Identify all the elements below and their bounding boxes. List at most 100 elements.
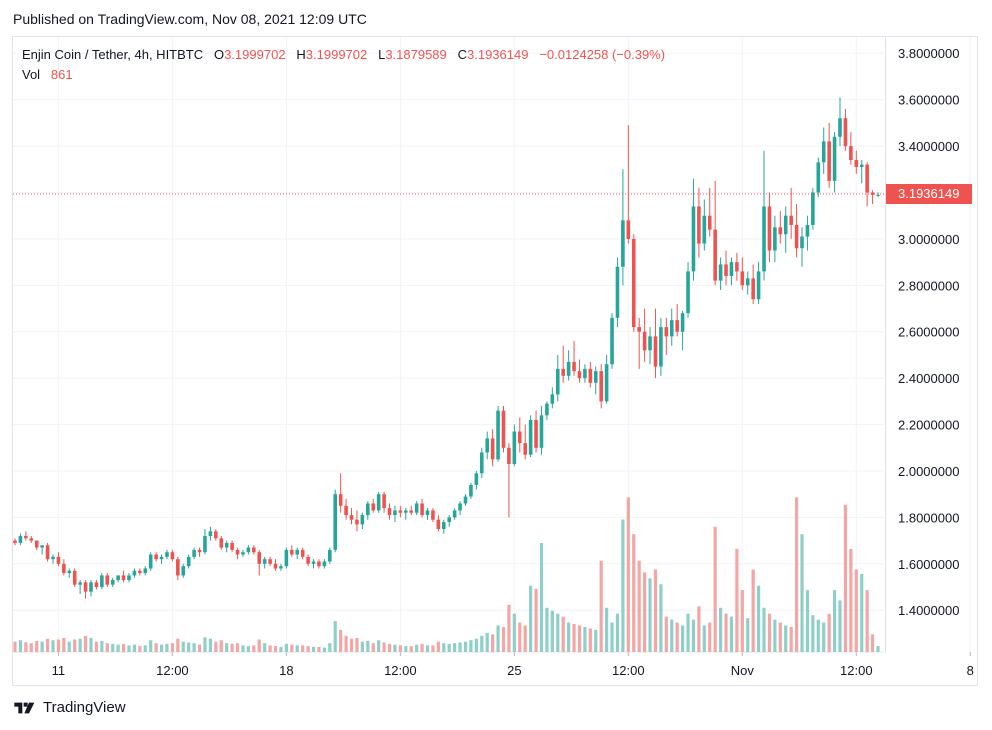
candle-body[interactable] [827, 141, 831, 181]
candle-body[interactable] [246, 547, 251, 553]
candle-body[interactable] [800, 236, 804, 249]
candle-body[interactable] [13, 540, 17, 543]
candle-body[interactable] [170, 552, 175, 560]
candle-body[interactable] [181, 566, 186, 576]
candle-body[interactable] [642, 331, 647, 351]
candle-body[interactable] [165, 552, 169, 557]
candle-body[interactable] [176, 559, 180, 576]
candle-body[interactable] [89, 582, 93, 592]
candle-body[interactable] [127, 575, 131, 581]
candle-body[interactable] [67, 570, 72, 574]
candle-body[interactable] [311, 561, 316, 564]
candle-body[interactable] [669, 320, 674, 337]
candle-body[interactable] [631, 238, 636, 328]
candle-body[interactable] [610, 317, 614, 365]
candle-body[interactable] [83, 582, 88, 592]
candle-body[interactable] [186, 556, 191, 567]
candle-body[interactable] [479, 452, 484, 474]
candle-body[interactable] [268, 559, 272, 564]
candle-body[interactable] [241, 552, 245, 555]
candle-body[interactable] [697, 206, 701, 244]
candle-body[interactable] [219, 538, 224, 548]
candle-body[interactable] [132, 570, 137, 576]
candle-body[interactable] [870, 192, 875, 195]
candle-body[interactable] [78, 582, 82, 585]
candle-body[interactable] [762, 206, 766, 272]
candle-body[interactable] [371, 503, 376, 511]
candle-body[interactable] [485, 438, 490, 453]
candle-body[interactable] [306, 556, 310, 564]
candle-body[interactable] [56, 556, 61, 564]
price-axis[interactable] [885, 36, 978, 653]
candle-body[interactable] [545, 403, 549, 416]
candle-body[interactable] [224, 542, 229, 548]
candle-body[interactable] [398, 510, 403, 513]
candle-body[interactable] [702, 215, 707, 244]
candle-body[interactable] [876, 194, 880, 196]
candle-body[interactable] [490, 438, 495, 460]
candle-body[interactable] [387, 508, 392, 516]
candle-body[interactable] [143, 568, 148, 574]
candle-body[interactable] [718, 264, 723, 281]
candle-body[interactable] [572, 361, 576, 372]
candle-body[interactable] [778, 227, 783, 235]
candle-body[interactable] [534, 419, 538, 448]
candle-body[interactable] [729, 262, 734, 277]
candle-body[interactable] [34, 540, 39, 548]
candle-body[interactable] [154, 554, 158, 560]
candle-body[interactable] [121, 575, 126, 581]
candle-body[interactable] [403, 510, 408, 513]
candle-body[interactable] [832, 136, 837, 181]
candle-body[interactable] [659, 327, 663, 367]
candle-body[interactable] [431, 510, 435, 520]
candle-body[interactable] [279, 566, 283, 569]
candle-body[interactable] [393, 510, 397, 516]
candle-body[interactable] [349, 515, 354, 520]
candle-body[interactable] [496, 410, 500, 460]
candle-body[interactable] [463, 496, 468, 504]
candle-body[interactable] [816, 162, 821, 193]
candle-body[interactable] [550, 394, 555, 404]
candle-body[interactable] [230, 542, 234, 550]
candle-body[interactable] [322, 561, 327, 567]
candle-body[interactable] [376, 494, 381, 511]
candle-body[interactable] [566, 361, 571, 376]
candle-body[interactable] [517, 431, 522, 444]
candle-body[interactable] [441, 522, 446, 529]
candle-body[interactable] [528, 419, 533, 455]
candle-body[interactable] [290, 549, 294, 555]
candle-body[interactable] [794, 224, 799, 249]
candle-body[interactable] [110, 580, 115, 585]
candle-body[interactable] [854, 160, 859, 167]
candle-body[interactable] [843, 118, 848, 147]
candle-body[interactable] [100, 575, 104, 588]
candle-body[interactable] [507, 447, 511, 465]
candle-body[interactable] [707, 215, 712, 230]
candle-body[interactable] [735, 262, 739, 272]
candle-body[interactable] [62, 563, 66, 574]
candle-body[interactable] [604, 364, 609, 402]
candle-body[interactable] [295, 549, 300, 555]
candle-body[interactable] [523, 443, 528, 455]
candle-body[interactable] [691, 206, 696, 272]
candle-body[interactable] [740, 271, 745, 286]
candle-body[interactable] [783, 215, 788, 235]
candle-body[interactable] [626, 220, 631, 239]
candle-body[interactable] [273, 563, 278, 569]
candle-body[interactable] [203, 535, 207, 553]
candle-body[interactable] [40, 545, 44, 548]
candle-body[interactable] [317, 561, 321, 567]
candle-body[interactable] [105, 575, 110, 585]
candle-body[interactable] [235, 549, 240, 555]
candle-body[interactable] [675, 320, 679, 332]
candle-body[interactable] [197, 549, 202, 553]
candle-body[interactable] [355, 519, 359, 525]
candle-body[interactable] [458, 503, 462, 511]
candle-body[interactable] [18, 535, 23, 543]
candle-body[interactable] [838, 118, 842, 137]
candle-body[interactable] [382, 494, 386, 509]
candle-body[interactable] [148, 554, 153, 569]
candle-body[interactable] [686, 271, 690, 314]
candle-body[interactable] [621, 220, 625, 267]
